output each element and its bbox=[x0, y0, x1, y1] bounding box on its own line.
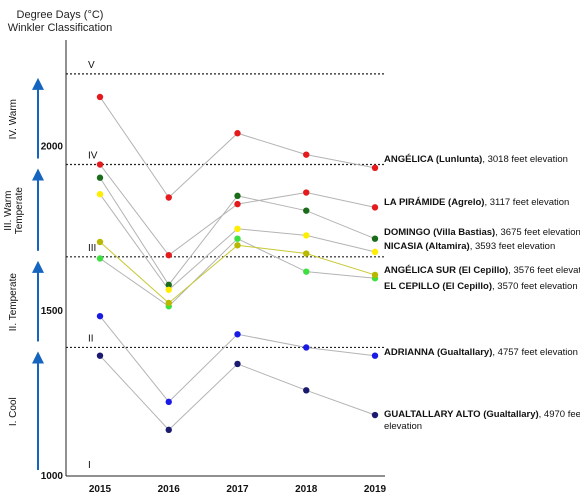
series-line-5 bbox=[99, 238, 376, 307]
point-s5-2017 bbox=[234, 235, 241, 242]
point-s1-2015 bbox=[96, 93, 104, 101]
y-tick-2000: 2000 bbox=[41, 141, 64, 152]
threshold-label-IV: IV bbox=[88, 151, 98, 162]
zone-labels: I. Cool II. Temperate III. WarmTemperate IV… bbox=[3, 99, 25, 426]
series-label-5: ANGÉLICA SUR (El Cepillo), 3576 feet ele… bbox=[384, 265, 580, 276]
point-s1-2019 bbox=[371, 164, 379, 172]
point-s2-2018 bbox=[303, 189, 310, 196]
x-tick-2019: 2019 bbox=[364, 484, 387, 495]
zone-label-2: II. Temperate bbox=[8, 273, 19, 332]
series-line-1 bbox=[99, 96, 376, 199]
series-label-8-cont: elevation bbox=[384, 421, 422, 432]
point-s4-2019 bbox=[371, 248, 379, 256]
threshold-label-V: V bbox=[88, 60, 95, 71]
series-line-7 bbox=[99, 315, 376, 403]
point-s6-2018 bbox=[303, 250, 310, 257]
plot-frame bbox=[65, 40, 385, 477]
point-s2-2017 bbox=[234, 200, 241, 208]
point-s3-2015 bbox=[96, 174, 104, 181]
series-layer bbox=[96, 93, 379, 434]
series-label-7: ADRIANNA (Gualtallary), 4757 feet elevat… bbox=[384, 347, 578, 358]
series-label-3: DOMINGO (Villa Bastias), 3675 feet eleva… bbox=[384, 227, 580, 238]
point-s2-2019 bbox=[371, 204, 379, 211]
y-tick-labels: 1000 1500 2000 bbox=[41, 141, 64, 482]
point-s6-2017 bbox=[234, 242, 241, 249]
header-line-2: Winkler Classification bbox=[8, 22, 113, 34]
x-tick-2018: 2018 bbox=[295, 484, 318, 495]
point-s1-2018 bbox=[303, 151, 310, 158]
point-s1-2017 bbox=[234, 130, 241, 137]
point-s2-2016 bbox=[165, 251, 172, 259]
point-s8-2016 bbox=[165, 426, 172, 434]
series-labels: ANGÉLICA (Lunlunta), 3018 feet elevation… bbox=[384, 154, 580, 432]
threshold-label-III: III bbox=[88, 243, 96, 254]
point-s5-2015 bbox=[96, 255, 104, 262]
point-s6-2015 bbox=[96, 238, 104, 246]
point-s8-2019 bbox=[371, 411, 379, 419]
point-s4-2016 bbox=[165, 286, 172, 293]
series-label-6: EL CEPILLO (El Cepillo), 3570 feet eleva… bbox=[384, 281, 578, 292]
point-s7-2016 bbox=[165, 398, 172, 406]
x-tick-2016: 2016 bbox=[158, 484, 181, 495]
point-s7-2015 bbox=[96, 312, 104, 320]
point-s7-2019 bbox=[371, 352, 379, 359]
point-s6-2016 bbox=[165, 299, 172, 307]
point-s1-2016 bbox=[165, 194, 172, 201]
point-s8-2015 bbox=[96, 352, 104, 359]
x-tick-2015: 2015 bbox=[89, 484, 112, 495]
y-tick-1500: 1500 bbox=[41, 306, 64, 317]
point-s3-2019 bbox=[371, 235, 379, 242]
series-label-8: GUALTALLARY ALTO (Gualtallary), 4970 fee… bbox=[384, 409, 580, 420]
point-s3-2018 bbox=[303, 207, 310, 214]
point-s8-2018 bbox=[303, 387, 310, 394]
zone-label-3: III. WarmTemperate bbox=[3, 187, 25, 235]
threshold-label-II: II bbox=[88, 333, 94, 344]
header-line-1: Degree Days (°C) bbox=[17, 9, 104, 21]
point-s6-2019 bbox=[371, 271, 379, 279]
point-s2-2015 bbox=[96, 161, 104, 168]
point-s4-2015 bbox=[96, 190, 104, 198]
point-s8-2017 bbox=[234, 360, 241, 368]
y-tick-1000: 1000 bbox=[41, 471, 64, 482]
zone-label-4: IV. Warm bbox=[8, 99, 19, 139]
threshold-label-I: I bbox=[88, 460, 91, 471]
point-s5-2018 bbox=[303, 268, 310, 275]
series-label-2: LA PIRÁMIDE (Agrelo), 3117 feet elevatio… bbox=[384, 197, 569, 208]
x-tick-labels: 2015 2016 2017 2018 2019 bbox=[89, 484, 387, 495]
point-s3-2017 bbox=[234, 192, 241, 200]
point-s7-2018 bbox=[303, 344, 310, 351]
point-s4-2017 bbox=[234, 225, 241, 232]
series-label-4: NICASIA (Altamira), 3593 feet elevation bbox=[384, 241, 555, 252]
series-label-1: ANGÉLICA (Lunlunta), 3018 feet elevation bbox=[384, 154, 568, 165]
x-tick-2017: 2017 bbox=[226, 484, 249, 495]
point-s3-2016 bbox=[165, 281, 172, 289]
point-s7-2017 bbox=[234, 331, 241, 338]
point-s4-2018 bbox=[303, 232, 310, 239]
zone-label-1: I. Cool bbox=[8, 397, 19, 426]
